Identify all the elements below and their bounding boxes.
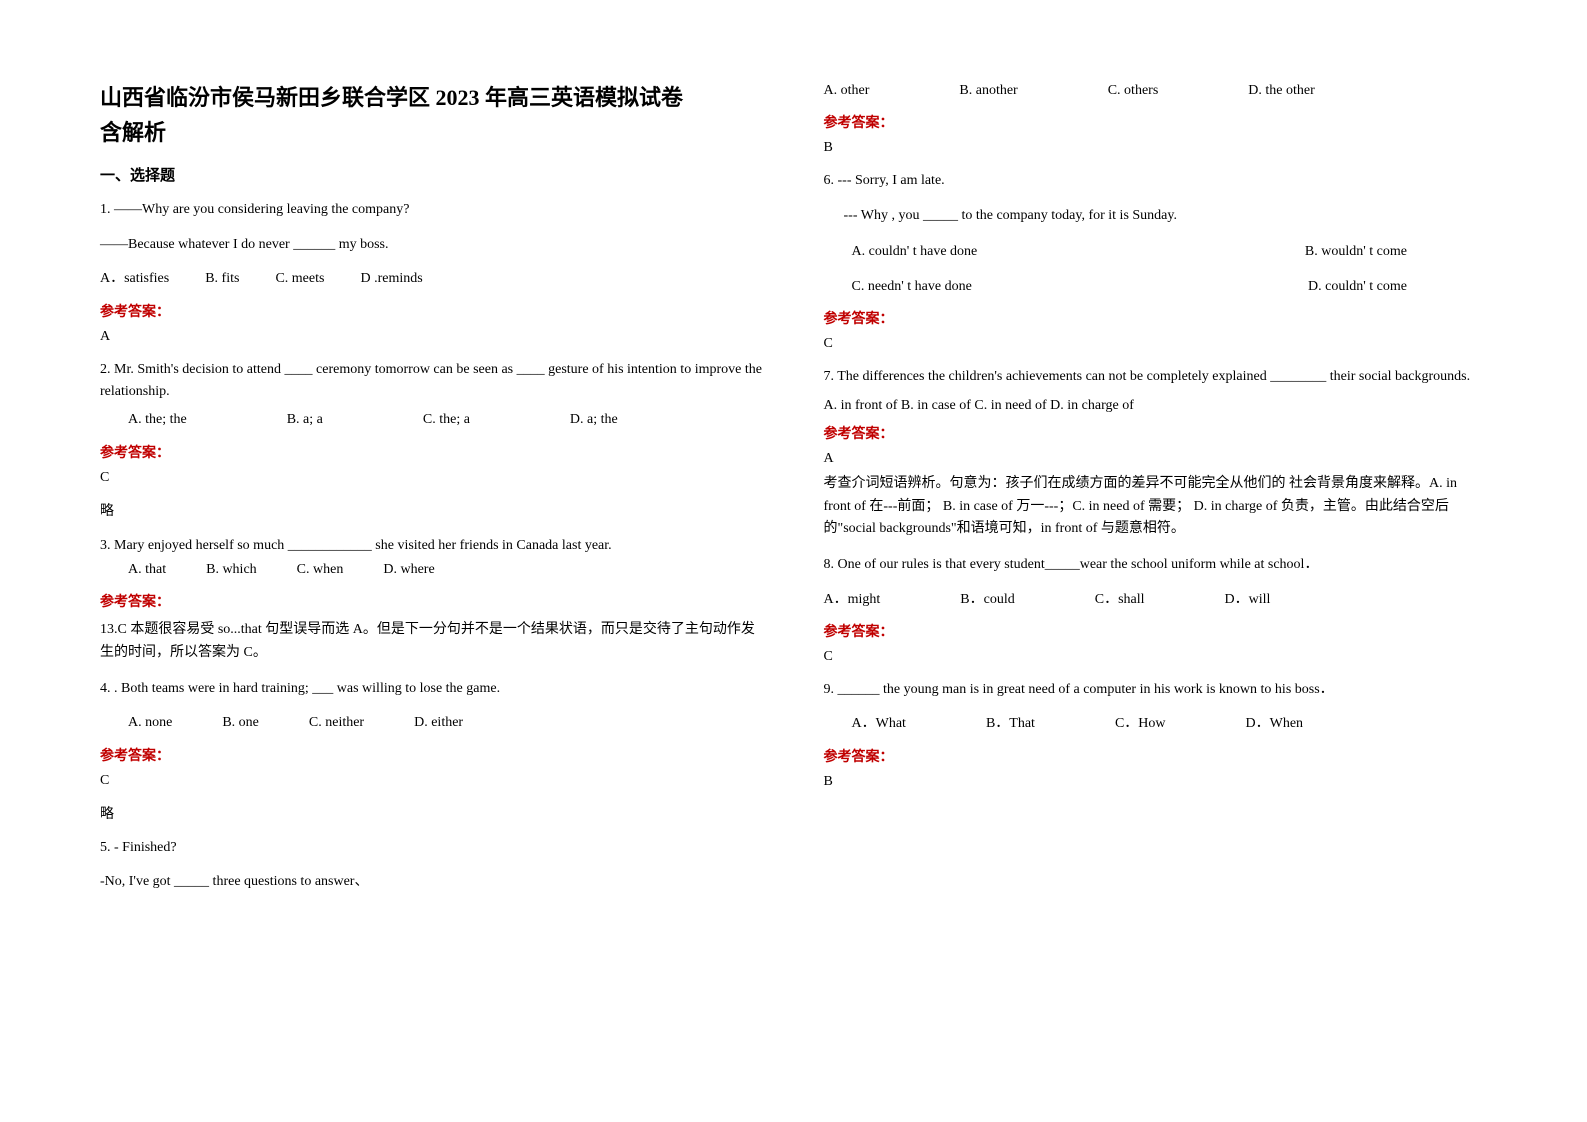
- q6-line2: --- Why , you _____ to the company today…: [824, 205, 1488, 227]
- q3-opt-b: B. which: [206, 558, 257, 582]
- q9-answer: B: [824, 774, 1488, 790]
- q4-opt-b: B. one: [222, 712, 259, 734]
- q2-omit: 略: [100, 500, 764, 520]
- document-title: 山西省临汾市侯马新田乡联合学区 2023 年高三英语模拟试卷 含解析: [100, 80, 764, 150]
- q2-options: A. the; the B. a; a C. the; a D. a; the: [100, 409, 764, 431]
- q2-stem: 2. Mr. Smith's decision to attend ____ c…: [100, 359, 764, 404]
- q1-opt-d: D .reminds: [360, 268, 422, 290]
- q5-line2: -No, I've got _____ three questions to a…: [100, 871, 764, 893]
- q7-options: A. in front of B. in case of C. in need …: [824, 395, 1488, 417]
- q7-answer: A: [824, 451, 1488, 467]
- q9-stem: 9. ______ the young man is in great need…: [824, 679, 1488, 701]
- q6-opt-a: A. couldn' t have done: [852, 239, 978, 266]
- q5-line1: 5. - Finished?: [100, 837, 764, 859]
- q2-answer-label: 参考答案：: [100, 442, 764, 462]
- q6-answer-label: 参考答案：: [824, 308, 1488, 328]
- q8-opt-d: D．will: [1225, 589, 1271, 611]
- q8-stem: 8. One of our rules is that every studen…: [824, 554, 1488, 576]
- title-line-1: 山西省临汾市侯马新田乡联合学区 2023 年高三英语模拟试卷: [100, 85, 683, 110]
- q6-opt-d: D. couldn' t come: [1308, 274, 1407, 301]
- q8-answer: C: [824, 649, 1488, 665]
- q4-stem: 4. . Both teams were in hard training; _…: [100, 678, 764, 700]
- q3-block: 3. Mary enjoyed herself so much ________…: [100, 534, 764, 582]
- q5-opt-a: A. other: [824, 80, 870, 102]
- q3-opt-a: A. that: [128, 558, 166, 582]
- q2-opt-a: A. the; the: [128, 409, 187, 431]
- q3-stem: 3. Mary enjoyed herself so much ________…: [100, 538, 612, 553]
- q4-opt-d: D. either: [414, 712, 463, 734]
- q4-omit: 略: [100, 803, 764, 823]
- q3-opt-c: C. when: [297, 558, 344, 582]
- q5-answer: B: [824, 140, 1488, 156]
- q5-opt-d: D. the other: [1248, 80, 1314, 102]
- q5-opt-b: B. another: [959, 80, 1017, 102]
- q1-answer-label: 参考答案：: [100, 301, 764, 321]
- q3-explanation: 13.C 本题很容易受 so...that 句型误导而选 A。但是下一分句并不是…: [100, 619, 764, 664]
- q8-opt-c: C．shall: [1095, 589, 1145, 611]
- q1-opt-c: C. meets: [275, 268, 324, 290]
- q8-opt-a: A．might: [824, 589, 881, 611]
- q9-opt-b: B．That: [986, 713, 1035, 735]
- q2-opt-c: C. the; a: [423, 409, 470, 431]
- section-1-heading: 一、选择题: [100, 164, 764, 185]
- q5-opt-c: C. others: [1108, 80, 1159, 102]
- q4-options: A. none B. one C. neither D. either: [100, 712, 764, 734]
- q7-stem: 7. The differences the children's achiev…: [824, 366, 1488, 388]
- q5-answer-label: 参考答案：: [824, 112, 1488, 132]
- q1-line1: 1. ——Why are you considering leaving the…: [100, 199, 764, 221]
- q9-opt-a: A．What: [852, 713, 906, 735]
- q6-opt-c: C. needn' t have done: [852, 274, 972, 301]
- q4-opt-a: A. none: [128, 712, 172, 734]
- q2-answer: C: [100, 470, 764, 486]
- q2-opt-b: B. a; a: [287, 409, 323, 431]
- q6-options-row2: C. needn' t have done D. couldn' t come: [824, 274, 1488, 301]
- left-column: 山西省临汾市侯马新田乡联合学区 2023 年高三英语模拟试卷 含解析 一、选择题…: [100, 80, 764, 1082]
- q9-opt-d: D．When: [1246, 713, 1304, 735]
- q9-opt-c: C．How: [1115, 713, 1166, 735]
- q1-line2: ——Because whatever I do never ______ my …: [100, 234, 764, 256]
- q7-answer-label: 参考答案：: [824, 423, 1488, 443]
- q9-answer-label: 参考答案：: [824, 746, 1488, 766]
- q6-options-row1: A. couldn' t have done B. wouldn' t come: [824, 239, 1488, 266]
- q3-opt-d: D. where: [383, 558, 434, 582]
- q4-opt-c: C. neither: [309, 712, 364, 734]
- q9-options: A．What B．That C．How D．When: [824, 713, 1488, 735]
- q1-answer: A: [100, 329, 764, 345]
- q4-answer-label: 参考答案：: [100, 745, 764, 765]
- q8-options: A．might B．could C．shall D．will: [824, 589, 1488, 611]
- q8-answer-label: 参考答案：: [824, 621, 1488, 641]
- q7-explanation: 考查介词短语辨析。句意为：孩子们在成绩方面的差异不可能完全从他们的 社会背景角度…: [824, 473, 1488, 540]
- q1-opt-b: B. fits: [205, 268, 239, 290]
- q6-opt-b: B. wouldn' t come: [1305, 239, 1407, 266]
- q2-opt-d: D. a; the: [570, 409, 618, 431]
- q4-answer: C: [100, 773, 764, 789]
- q5-options: A. other B. another C. others D. the oth…: [824, 80, 1488, 102]
- q6-answer: C: [824, 336, 1488, 352]
- q1-options: A．satisfies B. fits C. meets D .reminds: [100, 268, 764, 290]
- q3-answer-label: 参考答案：: [100, 591, 764, 611]
- q6-line1: 6. --- Sorry, I am late.: [824, 170, 1488, 192]
- q8-opt-b: B．could: [960, 589, 1014, 611]
- right-column: A. other B. another C. others D. the oth…: [824, 80, 1488, 1082]
- q1-opt-a: A．satisfies: [100, 268, 169, 290]
- title-line-2: 含解析: [100, 120, 166, 145]
